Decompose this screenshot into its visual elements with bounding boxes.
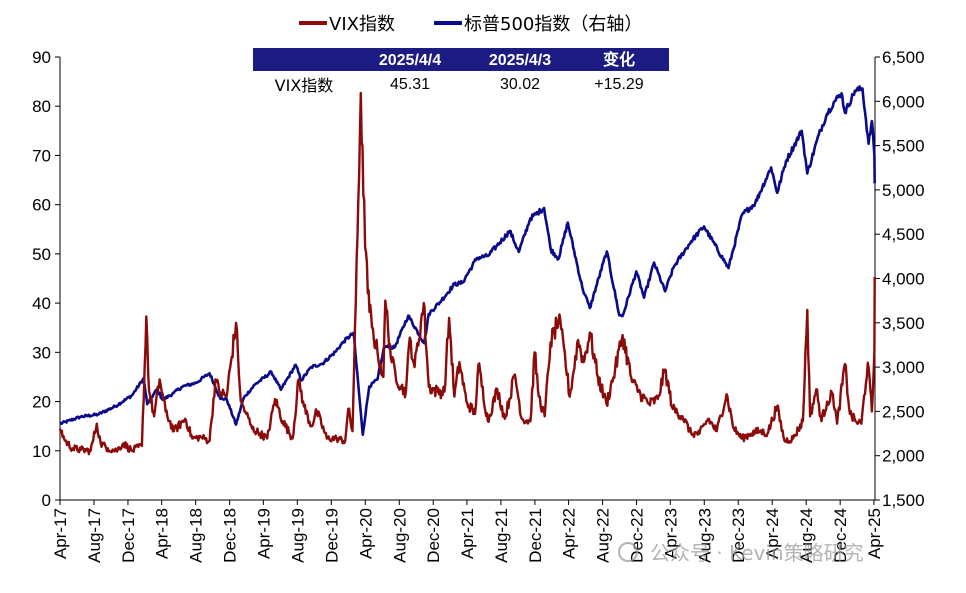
x-tick-label: Aug-17: [85, 508, 104, 563]
series-line-vix: [58, 91, 876, 456]
x-tick-label: Aug-19: [288, 508, 307, 563]
watermark: 公众号 · Kevin策略研究: [618, 541, 864, 565]
x-tick-label: Apr-23: [661, 508, 680, 559]
x-tick-label: Aug-18: [187, 508, 206, 563]
y-right-tick-label: 5,500: [882, 137, 925, 156]
y-right-tick-label: 2,500: [882, 402, 925, 421]
x-tick-label: Aug-22: [594, 508, 613, 563]
x-tick-label: Aug-23: [695, 508, 714, 563]
x-tick-label: Apr-25: [865, 508, 884, 559]
x-tick-label: Apr-20: [356, 508, 375, 559]
x-tick-label: Aug-21: [492, 508, 511, 563]
summary-table: 2025/4/4 2025/4/3 变化 VIX指数 45.31 30.02 +…: [253, 48, 669, 95]
y-right-tick-label: 5,000: [882, 181, 925, 200]
y-right-tick-label: 6,500: [882, 48, 925, 67]
x-ticks: Apr-17 Aug-17 Dec-17 Apr-18 Aug-18 Dec-18 Apr-…: [51, 500, 884, 563]
table-cell-value-1: 45.31: [390, 76, 430, 93]
y-left-ticks: 0 10 20 30 40 50 60 70 80 90: [32, 48, 60, 510]
table-cell-value-2: 30.02: [500, 76, 540, 93]
y-left-tick-label: 30: [32, 343, 51, 362]
y-left-tick-label: 40: [32, 294, 51, 313]
y-right-tick-label: 6,000: [882, 92, 925, 111]
x-tick-label: Aug-20: [390, 508, 409, 563]
table-header-change: 变化: [603, 50, 635, 69]
x-tick-label: Dec-21: [526, 508, 545, 563]
y-left-tick-label: 20: [32, 393, 51, 412]
y-left-tick-label: 60: [32, 196, 51, 215]
table-cell-change: +15.29: [594, 76, 643, 93]
x-tick-label: Aug-24: [797, 508, 816, 563]
watermark-text: 公众号 · Kevin策略研究: [650, 541, 864, 565]
y-left-tick-label: 50: [32, 245, 51, 264]
x-tick-label: Dec-20: [424, 508, 443, 563]
x-tick-label: Dec-24: [831, 508, 850, 563]
y-right-tick-label: 3,000: [882, 358, 925, 377]
x-tick-label: Dec-18: [221, 508, 240, 563]
legend: VIX指数 标普500指数（右轴）: [299, 14, 642, 35]
y-right-tick-label: 2,000: [882, 447, 925, 466]
series-line-sp500: [59, 85, 876, 436]
y-left-tick-label: 80: [32, 97, 51, 116]
x-tick-label: Apr-24: [763, 508, 782, 559]
table-row-label: VIX指数: [275, 76, 334, 95]
wechat-logo-icon: [618, 542, 638, 562]
table-header-bg: [253, 48, 669, 71]
x-tick-label: Apr-18: [153, 508, 172, 559]
legend-label-sp500: 标普500指数（右轴）: [464, 14, 642, 35]
y-right-tick-label: 4,500: [882, 225, 925, 244]
y-right-tick-label: 3,500: [882, 314, 925, 333]
x-tick-label: Dec-17: [119, 508, 138, 563]
y-left-tick-label: 90: [32, 48, 51, 67]
y-right-ticks: 1,500 2,000 2,500 3,000 3,500 4,000 4,500 5,000…: [875, 48, 925, 510]
y-left-tick-label: 0: [42, 491, 51, 510]
table-header-date-2: 2025/4/3: [489, 52, 551, 69]
x-tick-label: Apr-17: [51, 508, 70, 559]
x-tick-label: Apr-22: [560, 508, 579, 559]
y-right-tick-label: 4,000: [882, 270, 925, 289]
table-header-date-1: 2025/4/4: [379, 52, 441, 69]
y-left-tick-label: 70: [32, 146, 51, 165]
x-tick-label: Dec-23: [729, 508, 748, 563]
x-tick-label: Dec-22: [628, 508, 647, 563]
x-tick-label: Apr-21: [458, 508, 477, 559]
y-left-tick-label: 10: [32, 442, 51, 461]
y-right-tick-label: 1,500: [882, 491, 925, 510]
x-tick-label: Apr-19: [254, 508, 273, 559]
legend-label-vix: VIX指数: [329, 14, 395, 35]
x-tick-label: Dec-19: [322, 508, 341, 563]
series-layer: [58, 85, 876, 456]
